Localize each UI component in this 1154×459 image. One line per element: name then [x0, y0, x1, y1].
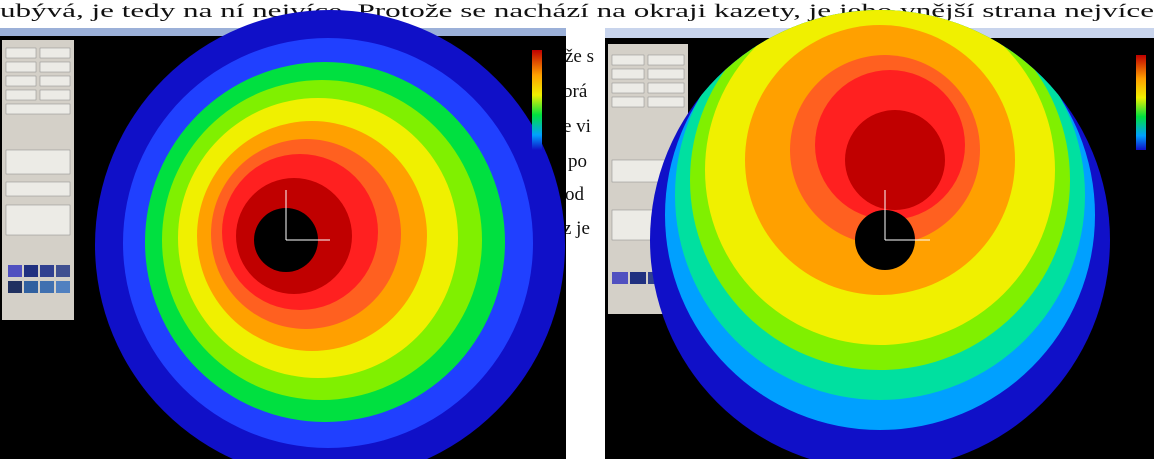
- text-fragment: od: [565, 184, 585, 205]
- text-fragments: že s brá e vi po od z je: [563, 46, 594, 239]
- text-fragment: z je: [563, 218, 590, 239]
- text-fragment: brá: [563, 81, 588, 102]
- text-fragment: že s: [565, 46, 594, 67]
- page: ubývá, je tedy na ní nejvíce. Protože se…: [0, 0, 1154, 459]
- text-fragment: e vi: [563, 116, 591, 137]
- screenshot-right: [605, 0, 1154, 459]
- text-line: ubývá, je tedy na ní nejvíce. Protože se…: [0, 1, 1154, 22]
- screenshot-left: [0, 10, 566, 459]
- text-fragment: po: [568, 151, 587, 172]
